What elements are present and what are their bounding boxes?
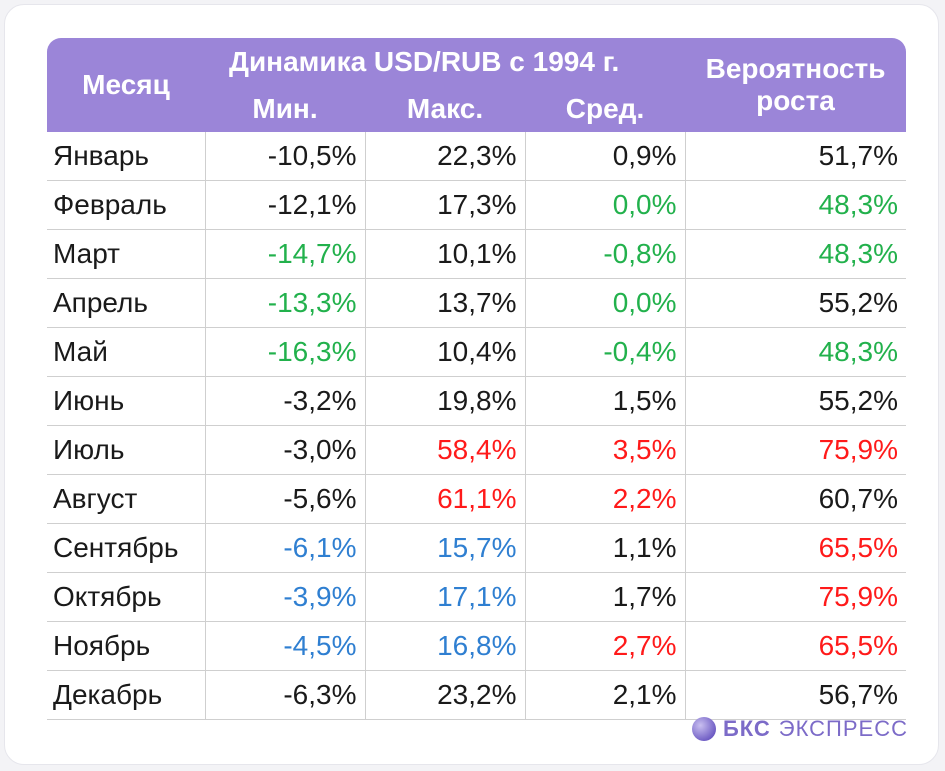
header-prob-line1: Вероятность	[685, 38, 907, 85]
avg-cell: 0,9%	[525, 132, 686, 181]
avg-cell: 1,1%	[525, 523, 686, 573]
max-cell: 61,1%	[365, 474, 526, 524]
min-cell: -3,0%	[205, 425, 366, 475]
table-row: Февраль -12,1% 17,3% 0,0% 48,3%	[47, 180, 907, 230]
table-row: Октябрь -3,9% 17,1% 1,7% 75,9%	[47, 572, 907, 622]
month-cell: Февраль	[47, 180, 206, 230]
avg-cell: 0,0%	[525, 180, 686, 230]
card: Месяц Динамика USD/RUB с 1994 г. Вероятн…	[4, 4, 939, 765]
prob-cell: 56,7%	[685, 670, 907, 720]
min-cell: -14,7%	[205, 229, 366, 279]
prob-cell: 65,5%	[685, 621, 907, 671]
prob-cell: 75,9%	[685, 572, 907, 622]
prob-cell: 48,3%	[685, 180, 907, 230]
prob-cell: 55,2%	[685, 376, 907, 426]
max-cell: 19,8%	[365, 376, 526, 426]
max-cell: 17,3%	[365, 180, 526, 230]
table-row: Март -14,7% 10,1% -0,8% 48,3%	[47, 229, 907, 279]
month-cell: Июль	[47, 425, 206, 475]
avg-cell: 3,5%	[525, 425, 686, 475]
avg-cell: 2,7%	[525, 621, 686, 671]
max-cell: 17,1%	[365, 572, 526, 622]
max-cell: 22,3%	[365, 132, 526, 181]
table-row: Ноябрь -4,5% 16,8% 2,7% 65,5%	[47, 621, 907, 671]
month-cell: Октябрь	[47, 572, 206, 622]
header-prob-line2: роста	[685, 85, 907, 132]
month-cell: Май	[47, 327, 206, 377]
min-cell: -12,1%	[205, 180, 366, 230]
table-row: Сентябрь -6,1% 15,7% 1,1% 65,5%	[47, 523, 907, 573]
min-cell: -5,6%	[205, 474, 366, 524]
prob-cell: 75,9%	[685, 425, 907, 475]
avg-cell: 2,1%	[525, 670, 686, 720]
avg-cell: -0,8%	[525, 229, 686, 279]
table-row: Декабрь -6,3% 23,2% 2,1% 56,7%	[47, 670, 907, 720]
table-row: Август -5,6% 61,1% 2,2% 60,7%	[47, 474, 907, 524]
min-cell: -13,3%	[205, 278, 366, 328]
max-cell: 13,7%	[365, 278, 526, 328]
month-cell: Март	[47, 229, 206, 279]
month-cell: Август	[47, 474, 206, 524]
month-cell: Апрель	[47, 278, 206, 328]
header-avg: Сред.	[525, 85, 686, 132]
month-cell: Январь	[47, 132, 206, 181]
prob-cell: 65,5%	[685, 523, 907, 573]
min-cell: -4,5%	[205, 621, 366, 671]
table-row: Апрель -13,3% 13,7% 0,0% 55,2%	[47, 278, 907, 328]
avg-cell: 0,0%	[525, 278, 686, 328]
table-body: Январь -10,5% 22,3% 0,9% 51,7% Февраль -12,1% 1…	[47, 132, 907, 720]
min-cell: -16,3%	[205, 327, 366, 377]
header-month: Месяц	[47, 38, 205, 132]
month-cell: Ноябрь	[47, 621, 206, 671]
header-min: Мин.	[205, 85, 365, 132]
prob-cell: 48,3%	[685, 229, 907, 279]
table-row: Январь -10,5% 22,3% 0,9% 51,7%	[47, 132, 907, 181]
logo-rest: ЭКСПРЕСС	[778, 716, 908, 741]
min-cell: -10,5%	[205, 132, 366, 181]
table-row: Май -16,3% 10,4% -0,4% 48,3%	[47, 327, 907, 377]
logo-bold: БКС	[722, 716, 771, 741]
usd-rub-table: Месяц Динамика USD/RUB с 1994 г. Вероятн…	[47, 38, 907, 720]
avg-cell: 2,2%	[525, 474, 686, 524]
min-cell: -6,3%	[205, 670, 366, 720]
prob-cell: 51,7%	[685, 132, 907, 181]
table-row: Июль -3,0% 58,4% 3,5% 75,9%	[47, 425, 907, 475]
bks-express-logo: БКС ЭКСПРЕСС	[691, 716, 908, 742]
min-cell: -6,1%	[205, 523, 366, 573]
header-max: Макс.	[365, 85, 525, 132]
avg-cell: 1,5%	[525, 376, 686, 426]
avg-cell: -0,4%	[525, 327, 686, 377]
min-cell: -3,9%	[205, 572, 366, 622]
table-row: Июнь -3,2% 19,8% 1,5% 55,2%	[47, 376, 907, 426]
min-cell: -3,2%	[205, 376, 366, 426]
max-cell: 15,7%	[365, 523, 526, 573]
max-cell: 23,2%	[365, 670, 526, 720]
max-cell: 58,4%	[365, 425, 526, 475]
month-cell: Июнь	[47, 376, 206, 426]
prob-cell: 55,2%	[685, 278, 907, 328]
max-cell: 10,1%	[365, 229, 526, 279]
avg-cell: 1,7%	[525, 572, 686, 622]
prob-cell: 60,7%	[685, 474, 907, 524]
header-group: Динамика USD/RUB с 1994 г.	[205, 38, 686, 85]
max-cell: 16,8%	[365, 621, 526, 671]
max-cell: 10,4%	[365, 327, 526, 377]
bks-sphere-icon	[691, 717, 716, 741]
month-cell: Сентябрь	[47, 523, 206, 573]
prob-cell: 48,3%	[685, 327, 907, 377]
month-cell: Декабрь	[47, 670, 206, 720]
